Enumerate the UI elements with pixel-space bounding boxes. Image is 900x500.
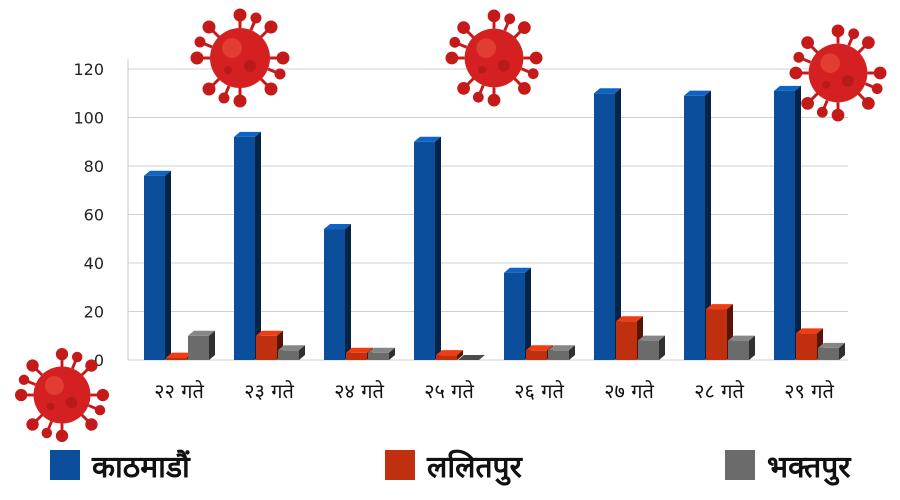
y-tick-label: 120 (73, 60, 104, 79)
x-tick-label: २९ गते (784, 379, 834, 403)
bar (616, 316, 643, 360)
x-axis: २२ गते २३ गते २४ गते २५ गते २६ गते २७ गते २८ ग… (154, 379, 834, 403)
bar (368, 347, 395, 360)
y-tick-label: 80 (84, 157, 104, 176)
legend-label-lalitpur: ललितपुर (427, 449, 522, 485)
coronavirus-icon (190, 8, 290, 108)
bar (436, 350, 463, 360)
x-tick-label: २८ गते (694, 379, 744, 403)
x-tick-label: २५ गते (424, 379, 474, 403)
bars (144, 85, 845, 361)
bar (548, 345, 575, 360)
x-tick-label: २७ गते (604, 379, 654, 403)
bar (594, 88, 621, 360)
bar (414, 136, 441, 360)
y-tick-label: 60 (84, 206, 104, 225)
bar (774, 85, 801, 360)
bar (504, 267, 531, 360)
x-tick-label: २६ गते (514, 379, 564, 403)
legend-item-kathmandu: काठमाडौं (50, 440, 190, 490)
legend-label-kathmandu: काठमाडौं (92, 449, 190, 485)
x-tick-label: २४ गते (334, 379, 384, 403)
y-tick-label: 20 (84, 303, 104, 322)
bar (144, 170, 171, 360)
legend-item-bhaktapur: भक्तपुर (725, 440, 851, 490)
x-tick-label: २३ गते (244, 379, 294, 403)
y-tick-label: 0 (94, 351, 104, 370)
legend-swatch-lalitpur (385, 450, 415, 480)
x-tick-label: २२ गते (154, 379, 204, 403)
legend-swatch-bhaktapur (725, 450, 755, 480)
y-tick-label: 40 (84, 254, 104, 273)
bar (278, 345, 305, 360)
legend-item-lalitpur: ललितपुर (385, 440, 522, 490)
bar (234, 131, 261, 360)
coronavirus-icon (14, 347, 110, 443)
bar (728, 335, 755, 360)
legend-swatch-kathmandu (50, 450, 80, 480)
bar (188, 330, 215, 360)
coronavirus-icon (789, 24, 887, 122)
y-axis: 0 20 40 60 80 100 120 (73, 60, 104, 370)
bar (684, 90, 711, 361)
legend-label-bhaktapur: भक्तपुर (767, 449, 851, 485)
bar (324, 224, 351, 360)
coronavirus-icon (445, 9, 543, 107)
bar (458, 355, 485, 360)
bar (818, 342, 845, 360)
y-tick-label: 100 (73, 109, 104, 128)
bar (638, 335, 665, 360)
